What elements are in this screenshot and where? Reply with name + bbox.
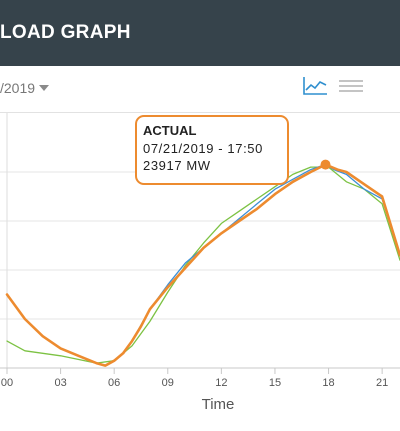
chevron-down-icon xyxy=(39,85,50,91)
x-tick-label: 09 xyxy=(162,377,174,389)
tooltip-title: ACTUAL xyxy=(143,123,196,138)
grid xyxy=(0,113,400,368)
tooltip-value: 23917 MW xyxy=(143,158,211,173)
tooltip-datetime: 07/21/2019 - 17:50 xyxy=(143,141,263,156)
x-tick-label: 06 xyxy=(108,377,120,389)
app-header: LOAD GRAPH xyxy=(0,0,400,66)
line-chart-view-button[interactable] xyxy=(302,76,328,96)
page-title: LOAD GRAPH xyxy=(0,22,131,43)
x-tick-label: 00 xyxy=(1,377,13,389)
x-tick-label: 15 xyxy=(269,377,281,389)
load-chart: 00 03 06 09 12 15 18 21 Time ACTUAL 07/21/2019 … xyxy=(0,113,400,431)
series-line-actual xyxy=(5,163,400,367)
x-tick-label: 18 xyxy=(322,377,334,389)
highlight-layer xyxy=(320,159,331,170)
x-tick-label: 03 xyxy=(54,377,66,389)
chart-toolbar: /2019 xyxy=(0,66,400,113)
date-select[interactable]: /2019 xyxy=(0,78,50,98)
series-layer xyxy=(5,163,400,367)
series-line-2 xyxy=(6,163,400,367)
table-view-button[interactable] xyxy=(338,76,364,96)
line-chart-icon xyxy=(303,77,327,95)
hamburger-menu-icon xyxy=(339,80,363,92)
x-axis-label: Time xyxy=(202,396,235,413)
date-select-value: /2019 xyxy=(0,80,36,96)
x-tick-label: 21 xyxy=(376,377,388,389)
highlight-point[interactable] xyxy=(320,159,331,170)
x-axis: 00 03 06 09 12 15 18 21 xyxy=(0,367,400,389)
tooltip: ACTUAL 07/21/2019 - 17:50 23917 MW xyxy=(135,115,289,185)
x-tick-label: 12 xyxy=(215,377,227,389)
series-line-1 xyxy=(6,166,400,364)
load-chart-svg: 00 03 06 09 12 15 18 21 Time ACTUAL 07/21/2019 … xyxy=(0,113,400,413)
